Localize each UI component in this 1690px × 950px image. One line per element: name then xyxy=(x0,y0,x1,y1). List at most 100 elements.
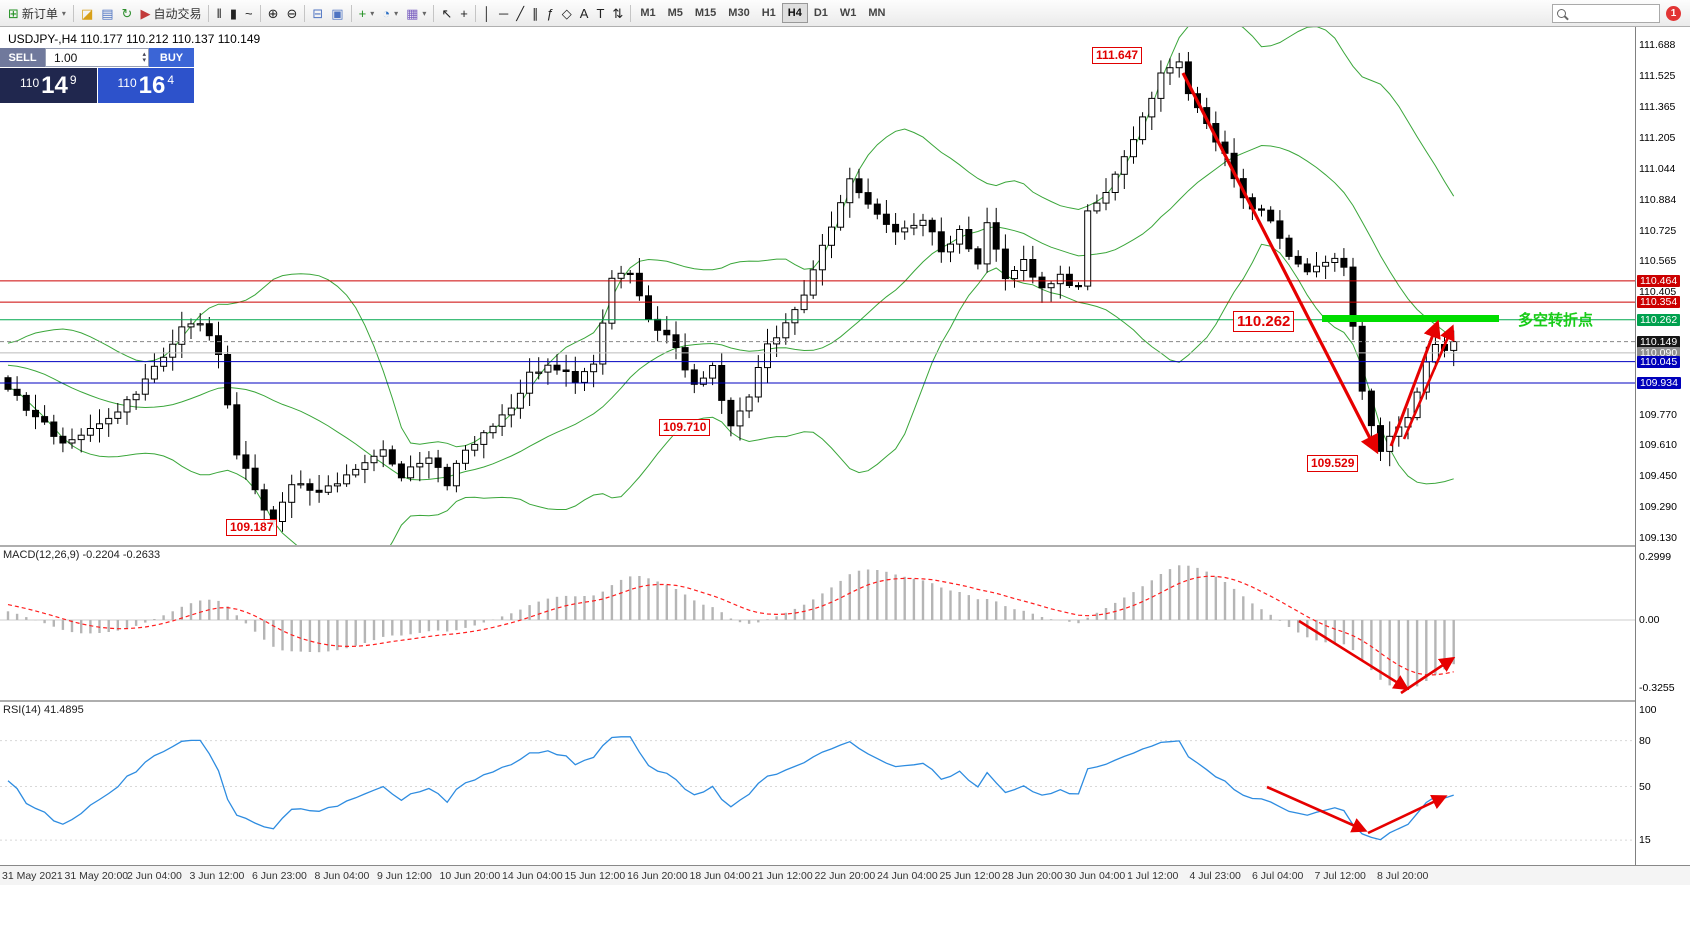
template-icon[interactable]: ▦ ▾ xyxy=(402,3,430,24)
period-icon[interactable]: ◔ ▾ xyxy=(378,3,402,24)
toolbar-separator xyxy=(208,4,210,22)
auto-trading-button[interactable]: ▶ 自动交易 xyxy=(136,3,205,24)
stepper-down-icon[interactable]: ▾ xyxy=(142,56,146,64)
timeframe-d1[interactable]: D1 xyxy=(813,7,828,19)
text-icon[interactable]: A xyxy=(576,3,593,24)
channel-icon[interactable]: ∥ xyxy=(528,3,543,24)
timeframe-m30[interactable]: M30 xyxy=(728,7,750,19)
price-axis-label: 110.405 xyxy=(1639,286,1677,299)
rsi-panel[interactable]: RSI(14) 41.4895 xyxy=(0,702,1635,865)
candlestick-chart-icon[interactable]: ▮ xyxy=(226,3,241,24)
price-axis[interactable]: 111.688 111.525 111.365 111.205 111.044 110.8… xyxy=(1635,27,1690,865)
toolbar-separator xyxy=(72,4,74,22)
period-icon: ◔ xyxy=(382,5,391,21)
chart-window-icon[interactable]: ▤ xyxy=(97,3,117,24)
refresh-icon[interactable]: ↻ xyxy=(118,3,137,24)
horizontal-line-icon[interactable]: ─ xyxy=(495,3,512,24)
timeframe-h4[interactable]: H4 xyxy=(781,3,808,23)
timeframe-m5[interactable]: M5 xyxy=(667,7,683,19)
price-axis-label: 111.044 xyxy=(1639,163,1676,176)
sell-price-button[interactable]: 110 14 9 xyxy=(0,68,97,103)
arrows-icon[interactable]: ⇅ xyxy=(608,3,627,24)
pivot-annotation-text[interactable]: 多空转折点 xyxy=(1518,312,1594,329)
time-axis-label: 18 Jun 04:00 xyxy=(689,870,751,882)
window-bottom-space xyxy=(0,885,1690,950)
tile-windows-icon: ⊟ xyxy=(312,5,324,21)
cursor-icon: ↖ xyxy=(441,5,453,21)
time-axis-label: 7 Jul 12:00 xyxy=(1314,870,1366,882)
sell-button[interactable]: SELL xyxy=(0,48,45,67)
chart-canvas[interactable] xyxy=(0,27,1635,545)
recent-low-price-label[interactable]: 109.529 xyxy=(1307,455,1359,472)
volume-stepper[interactable]: ▴ ▾ xyxy=(142,50,146,64)
toolbar-separator xyxy=(474,4,476,22)
macd-canvas[interactable] xyxy=(0,547,1635,700)
caret-down-icon: ▾ xyxy=(422,8,427,18)
horizontal-line-icon: ─ xyxy=(499,5,509,21)
refresh-icon: ↻ xyxy=(121,5,133,21)
bar-chart-icon[interactable]: ‖ xyxy=(212,3,225,24)
timeframe-mn[interactable]: MN xyxy=(868,7,886,19)
panel-splitter[interactable] xyxy=(0,700,1690,702)
toolbar: ⊞ 新订单 ▾ ◪ ▤ ↻ ▶ 自动交易 ‖ ▮ ~ ⊕ ⊖ ⊟ ▣ + ▾ ◔ ▾ ▦ ▾ ↖ + │ ─ ╱ ∥ ƒ ◇ A T ⇅ M1 M… xyxy=(0,0,1690,27)
notification-badge[interactable]: 1 xyxy=(1666,5,1681,21)
time-axis-label: 16 Jun 20:00 xyxy=(627,870,688,882)
macd-axis-label: 0.2999 xyxy=(1639,551,1672,563)
timeframe-m15[interactable]: M15 xyxy=(694,7,717,19)
new-order-button[interactable]: ⊞ 新订单 ▾ xyxy=(4,3,70,24)
cascade-windows-icon[interactable]: ▣ xyxy=(327,3,347,24)
trade-widget-prices: 110 14 9 110 16 4 xyxy=(0,68,194,103)
rsi-axis-label: 15 xyxy=(1639,834,1651,846)
time-axis[interactable]: 31 May 2021 31 May 20:00 2 Jun 04:00 3 Jun … xyxy=(0,865,1690,885)
paint-bucket-icon[interactable]: ◪ xyxy=(77,3,97,24)
timeframe-w1[interactable]: W1 xyxy=(839,7,857,19)
fibonacci-icon[interactable]: ƒ xyxy=(543,3,558,24)
toolbar-separator xyxy=(433,4,435,22)
label-icon[interactable]: T xyxy=(592,3,608,24)
time-axis-label: 1 Jul 12:00 xyxy=(1127,870,1179,882)
toolbar-right: 1 xyxy=(1552,3,1686,23)
stepper-up-icon[interactable]: ▴ xyxy=(142,50,146,58)
june-low-price-label[interactable]: 109.187 xyxy=(226,519,278,536)
timeframe-m1[interactable]: M1 xyxy=(640,7,656,19)
peak-price-label[interactable]: 111.647 xyxy=(1092,47,1143,64)
rsi-canvas[interactable] xyxy=(0,702,1635,865)
zoom-out-icon[interactable]: ⊖ xyxy=(282,3,301,24)
zoom-in-icon[interactable]: ⊕ xyxy=(264,3,283,24)
zoom-out-icon: ⊖ xyxy=(286,5,298,21)
vertical-line-icon[interactable]: │ xyxy=(479,3,495,24)
time-axis-label: 28 Jun 20:00 xyxy=(1002,870,1063,882)
search-box[interactable] xyxy=(1552,3,1660,23)
cascade-windows-icon: ▣ xyxy=(331,5,344,21)
time-axis-label: 2 Jun 04:00 xyxy=(127,870,182,882)
pivot-price-label[interactable]: 110.262 xyxy=(1233,311,1295,332)
search-input[interactable] xyxy=(1570,5,1655,21)
volume-input[interactable]: 1.00 ▴ ▾ xyxy=(45,48,149,67)
line-chart-icon[interactable]: ~ xyxy=(241,3,257,24)
caret-down-icon: ▾ xyxy=(394,8,399,18)
buy-price-pipette: 4 xyxy=(167,73,175,87)
shapes-icon[interactable]: ◇ xyxy=(558,3,576,24)
trendline-icon[interactable]: ╱ xyxy=(512,3,528,24)
price-axis-label: 110.464 xyxy=(1637,274,1681,287)
buy-price-pips: 16 xyxy=(138,71,166,99)
tile-windows-icon[interactable]: ⊟ xyxy=(308,3,327,24)
panel-splitter[interactable] xyxy=(0,545,1690,547)
time-axis-label: 6 Jun 23:00 xyxy=(252,870,307,882)
rsi-label: RSI(14) 41.4895 xyxy=(3,704,84,716)
macd-axis-label: 0.00 xyxy=(1639,614,1660,626)
buy-price-button[interactable]: 110 16 4 xyxy=(97,68,194,103)
time-axis-label: 30 Jun 04:00 xyxy=(1064,870,1126,882)
indicators-add-icon[interactable]: + ▾ xyxy=(355,3,379,24)
search-icon xyxy=(1557,8,1566,18)
macd-panel[interactable]: MACD(12,26,9) -0.2204 -0.2633 xyxy=(0,547,1635,700)
crosshair-icon[interactable]: + xyxy=(456,3,472,24)
caret-down-icon: ▾ xyxy=(61,8,66,18)
main-chart-panel[interactable]: USDJPY-,H4 110.177 110.212 110.137 110.1… xyxy=(0,27,1635,545)
buy-button[interactable]: BUY xyxy=(149,48,194,67)
sell-price-big-figure: 110 xyxy=(19,76,40,90)
mid-low-price-label[interactable]: 109.710 xyxy=(659,419,711,436)
cursor-icon[interactable]: ↖ xyxy=(437,3,456,24)
time-axis-label: 31 May 20:00 xyxy=(64,870,129,882)
timeframe-h1[interactable]: H1 xyxy=(761,7,776,19)
